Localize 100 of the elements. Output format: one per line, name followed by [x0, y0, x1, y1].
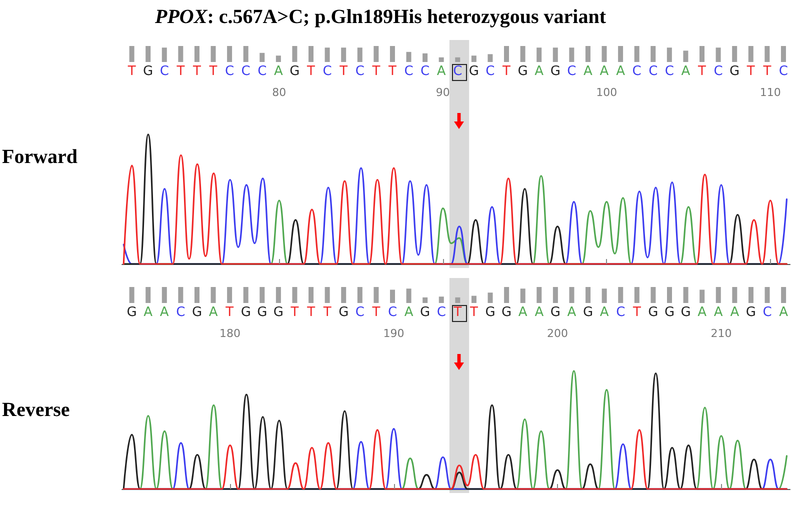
x-tick-label: C [486, 64, 495, 79]
bar [504, 46, 510, 62]
bar [357, 287, 362, 303]
bar [374, 287, 379, 303]
bar [748, 46, 754, 62]
bar [552, 287, 558, 303]
x-tick-label: G [338, 305, 349, 320]
bar [569, 48, 574, 62]
bar [700, 290, 705, 303]
bar [488, 292, 493, 303]
bar [243, 287, 248, 303]
bar [308, 46, 314, 62]
bar [650, 287, 656, 303]
x-tick-label: G [126, 305, 137, 320]
x-tick-label: A [600, 64, 609, 79]
x-tick-label: C [404, 64, 414, 79]
x-tick-label: A [681, 64, 690, 79]
bar [618, 287, 624, 303]
y-axis-title: Reverse [2, 399, 70, 421]
x-tick-label: G [550, 305, 560, 320]
bar [194, 46, 200, 62]
x-tick-label: A [144, 305, 153, 320]
x-tick-label: G [257, 305, 268, 320]
y-axis-title: Forward [2, 146, 78, 168]
x-tick-label: G [192, 305, 202, 320]
bar [260, 52, 265, 62]
bar [146, 46, 151, 62]
bar [324, 48, 330, 62]
bar [471, 296, 476, 303]
x-tick-label: C [355, 305, 364, 320]
bar [683, 50, 688, 62]
bar [243, 46, 248, 62]
bar [210, 287, 216, 303]
x-tick-label: G [502, 305, 512, 320]
x-tick-label: A [534, 64, 544, 79]
bar [700, 46, 705, 62]
x-tick-label: C [762, 305, 772, 320]
x-tick-label: A [274, 64, 283, 79]
bar [292, 46, 298, 62]
x-tick-label: A [534, 305, 544, 320]
bar [552, 48, 558, 62]
bar [683, 287, 688, 303]
x-tick-label: 180 [220, 327, 241, 340]
bar [569, 287, 574, 303]
bar [666, 287, 672, 303]
bar [780, 46, 786, 62]
x-tick-label: C [778, 64, 788, 79]
bar [227, 46, 232, 62]
x-tick-label: G [550, 64, 560, 79]
bar [520, 46, 526, 62]
x-tick-label: G [648, 305, 658, 320]
bar [406, 52, 412, 62]
x-tick-label: T [338, 64, 348, 79]
x-tick-label: 200 [547, 327, 568, 340]
bar [406, 288, 412, 303]
bar [650, 46, 656, 62]
x-tick-label: T [468, 305, 478, 320]
bar [781, 287, 786, 303]
x-tick-label: 110 [760, 86, 781, 99]
bar [194, 287, 200, 303]
bar [438, 57, 444, 62]
bar [162, 287, 167, 303]
bar [618, 46, 624, 62]
bar [422, 53, 428, 62]
x-tick-label: T [387, 64, 396, 79]
x-tick-label: T [452, 305, 462, 320]
x-tick-label: C [388, 305, 398, 320]
x-tick-label: A [616, 64, 626, 79]
x-tick-label: T [192, 64, 201, 79]
x-tick-label: 100 [596, 86, 618, 99]
bar [602, 46, 607, 62]
x-tick-label: G [420, 305, 430, 320]
x-tick-label: A [600, 305, 609, 320]
bar [292, 287, 298, 303]
bar [455, 297, 460, 303]
x-tick-label: G [746, 305, 756, 320]
bar [602, 288, 607, 303]
x-tick-label: T [176, 64, 185, 79]
x-tick-label: C [258, 64, 267, 79]
bar [764, 46, 770, 62]
bar [716, 48, 721, 62]
bar [308, 287, 314, 303]
x-tick-label: 80 [272, 86, 286, 99]
x-tick-label: G [518, 64, 528, 79]
x-tick-label: A [518, 305, 528, 320]
x-tick-label: 90 [436, 86, 450, 99]
x-tick-label: G [730, 64, 740, 79]
bar [129, 46, 134, 62]
x-tick-label: A [567, 305, 576, 320]
x-tick-label: C [322, 64, 332, 79]
x-tick-label: C [355, 64, 364, 79]
x-tick-label: C [632, 64, 642, 79]
bar [585, 46, 590, 62]
bar [666, 48, 672, 62]
x-tick-label: T [306, 305, 316, 320]
x-tick-label: T [322, 305, 332, 320]
bar [536, 287, 542, 303]
bar [129, 287, 134, 303]
x-tick-label: T [371, 64, 380, 79]
bar [374, 46, 379, 62]
